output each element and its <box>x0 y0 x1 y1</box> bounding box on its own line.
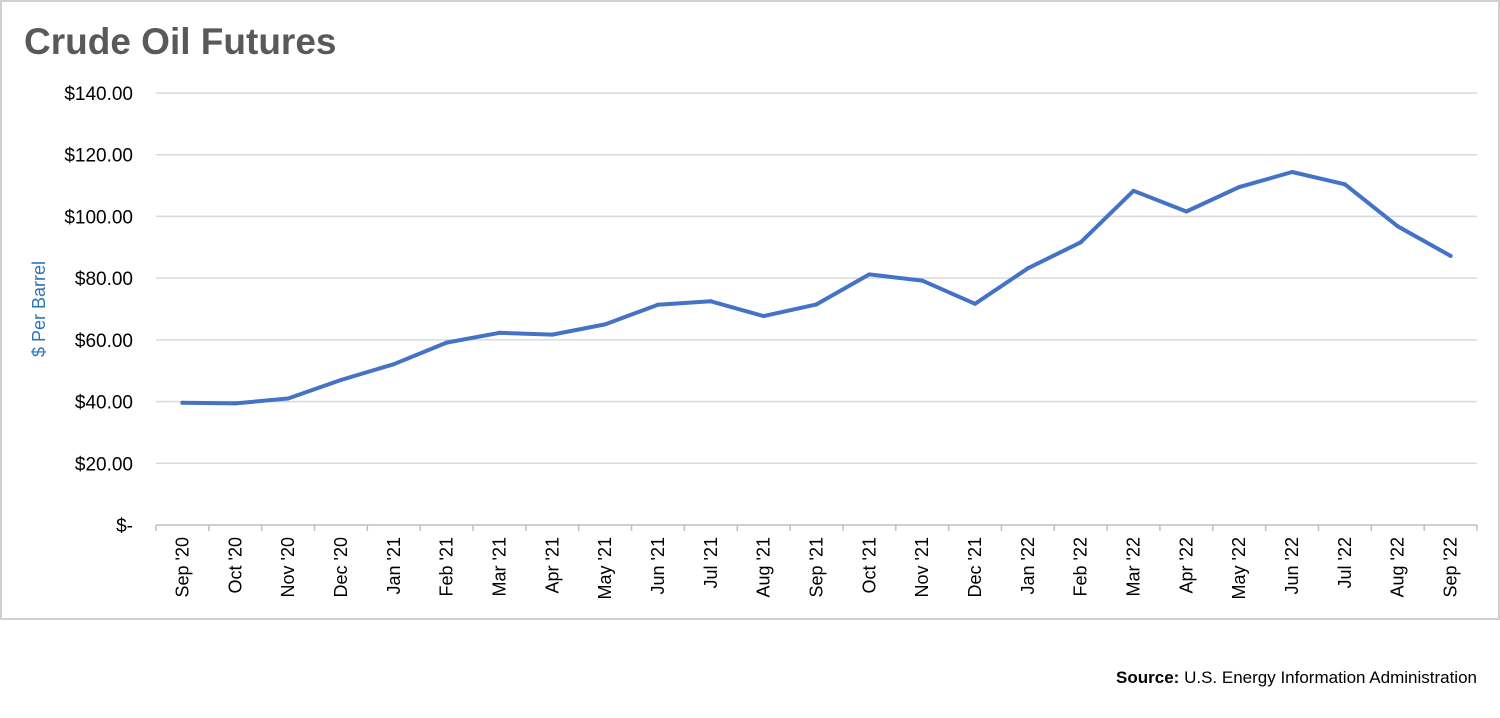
x-tick-label: Nov '21 <box>912 537 932 597</box>
y-tick-label: $120.00 <box>64 146 133 167</box>
x-tick-label: Feb '21 <box>437 537 457 596</box>
y-tick-label: $80.00 <box>75 269 133 290</box>
x-tick-label: Nov '20 <box>278 537 298 597</box>
x-tick-label: Mar '21 <box>489 537 509 596</box>
data-point <box>920 278 925 283</box>
x-tick-label: May '22 <box>1229 537 1249 599</box>
x-tick-label: Apr '21 <box>542 537 562 593</box>
x-tick-label: Sep '22 <box>1441 537 1461 598</box>
data-point <box>814 302 819 307</box>
data-point <box>1078 240 1083 245</box>
data-point <box>233 401 238 406</box>
x-tick-label: Feb '22 <box>1071 537 1091 596</box>
x-tick-label: Sep '21 <box>807 537 827 598</box>
data-point <box>550 332 555 337</box>
y-tick-label: $100.00 <box>64 207 133 228</box>
x-tick-label: Jan '21 <box>384 537 404 594</box>
data-point <box>1184 209 1189 214</box>
data-point <box>1237 185 1242 190</box>
data-point <box>1290 169 1295 174</box>
x-tick-label: Jun '21 <box>648 537 668 594</box>
data-point <box>867 272 872 277</box>
y-tick-label: $- <box>116 516 133 537</box>
x-tick-label: Dec '20 <box>331 537 351 597</box>
data-point <box>1342 182 1347 187</box>
series-line <box>180 170 1453 406</box>
x-tick-label: Jun '22 <box>1282 537 1302 594</box>
chart-title: Crude Oil Futures <box>24 21 337 62</box>
x-tick-label: Oct '20 <box>225 537 245 593</box>
data-point <box>655 302 660 307</box>
data-point <box>180 400 185 405</box>
x-tick-label: Oct '21 <box>859 537 879 593</box>
source-text: U.S. Energy Information Administration <box>1184 668 1477 687</box>
y-tick-label: $40.00 <box>75 393 133 414</box>
data-point <box>603 322 608 327</box>
data-point <box>761 314 766 319</box>
data-point <box>1131 188 1136 193</box>
x-tick-label: Apr '22 <box>1176 537 1196 593</box>
data-point <box>973 301 978 306</box>
data-point <box>444 340 449 345</box>
x-tick-label: May '21 <box>595 537 615 599</box>
source-label: Source: <box>1116 668 1180 687</box>
x-tick-label: Jul '22 <box>1335 537 1355 588</box>
data-point <box>1448 253 1453 258</box>
y-tick-label: $140.00 <box>64 84 133 105</box>
data-point <box>1395 224 1400 229</box>
x-tick-label: Sep '20 <box>172 537 192 598</box>
x-tick-label: Mar '22 <box>1124 537 1144 596</box>
data-point <box>708 299 713 304</box>
y-tick-label: $60.00 <box>75 331 133 352</box>
x-tick-label: Aug '21 <box>754 537 774 598</box>
source-note: Source: U.S. Energy Information Administ… <box>1116 668 1477 688</box>
x-tick-label: Jan '22 <box>1018 537 1038 594</box>
data-point <box>338 377 343 382</box>
chart-frame: Crude Oil Futures <box>0 0 1500 620</box>
x-tick-label: Jul '21 <box>701 537 721 588</box>
y-tick-label: $20.00 <box>75 454 133 475</box>
y-axis-title: $ Per Barrel <box>29 261 49 357</box>
data-point <box>497 330 502 335</box>
x-tick-label: Dec '21 <box>965 537 985 597</box>
x-tick-label: Aug '22 <box>1388 537 1408 598</box>
data-point <box>286 396 291 401</box>
data-point <box>1025 266 1030 271</box>
data-point <box>391 362 396 367</box>
